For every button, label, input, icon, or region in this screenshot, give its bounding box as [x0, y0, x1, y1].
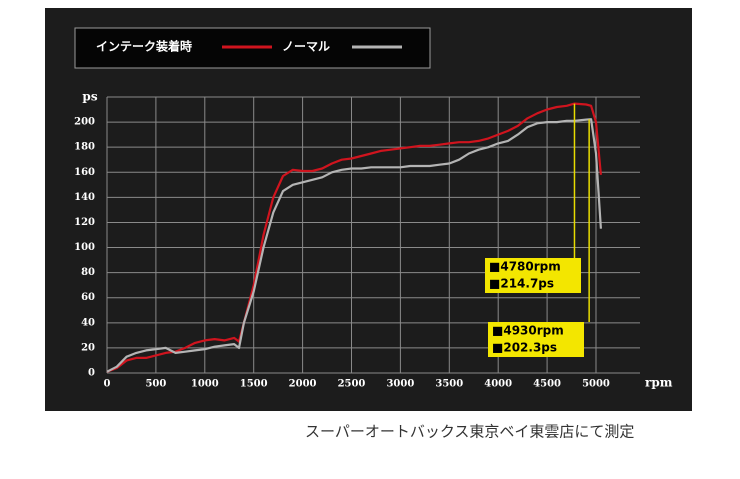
- caption: スーパーオートバックス東京ベイ東雲店にて測定: [305, 423, 634, 441]
- annotation-text: ■4930rpm: [492, 324, 564, 338]
- legend-label: インテーク装着時: [96, 39, 192, 54]
- y-tick-label: 180: [74, 142, 95, 153]
- annotation-box: [488, 322, 584, 357]
- x-tick-label: 4500: [533, 379, 561, 390]
- annotation-text: ■202.3ps: [492, 341, 557, 355]
- x-tick-label: 2000: [289, 379, 317, 390]
- x-tick-label: 3000: [386, 379, 414, 390]
- x-tick-label: 0: [104, 379, 111, 390]
- y-tick-label: 80: [81, 267, 95, 278]
- x-tick-label: 500: [145, 379, 166, 390]
- series-line: [106, 118, 602, 373]
- y-tick-label: 160: [74, 167, 95, 178]
- y-tick-label: 40: [81, 317, 95, 328]
- x-tick-label: 1500: [240, 379, 268, 390]
- x-tick-label: 4000: [484, 379, 512, 390]
- y-tick-label: 100: [74, 242, 95, 253]
- y-tick-label: 120: [74, 217, 95, 228]
- y-tick-label: 200: [74, 117, 95, 128]
- legend-label: ノーマル: [282, 40, 330, 54]
- y-tick-label: 0: [88, 368, 95, 379]
- series-line: [106, 102, 602, 373]
- x-tick-label: 3500: [435, 379, 463, 390]
- annotation-box: [485, 258, 581, 293]
- x-axis-label: rpm: [645, 376, 673, 390]
- annotation-text: ■4780rpm: [489, 260, 561, 274]
- y-axis-label: ps: [82, 90, 97, 104]
- x-tick-label: 5000: [582, 379, 610, 390]
- annotation-text: ■214.7ps: [489, 277, 554, 291]
- y-tick-label: 60: [81, 292, 95, 303]
- x-tick-label: 1000: [191, 379, 219, 390]
- x-tick-label: 2500: [338, 379, 366, 390]
- y-tick-label: 20: [81, 342, 95, 353]
- y-tick-label: 140: [74, 192, 95, 203]
- chart-panel: [45, 8, 692, 411]
